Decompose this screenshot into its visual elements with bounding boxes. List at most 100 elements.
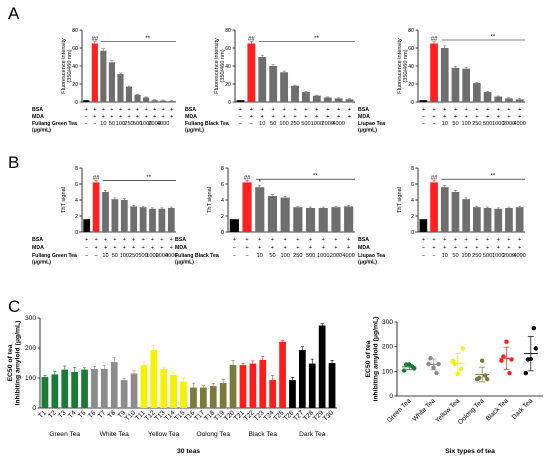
bar xyxy=(108,62,115,102)
condition-cell: − xyxy=(85,114,88,120)
condition-cell: + xyxy=(113,237,116,243)
condition-cell: 1000 xyxy=(146,253,158,259)
bar xyxy=(41,377,49,408)
condition-cell: + xyxy=(85,107,88,113)
bar xyxy=(255,187,265,232)
condition-cell: 10 xyxy=(257,253,263,259)
condition-label: Liupao Tea (μg/mL) xyxy=(358,121,385,134)
x-tick-label: Dark Tea xyxy=(511,397,535,421)
condition-cell: 100 xyxy=(461,253,470,259)
y-tick-label: 80 xyxy=(225,28,231,34)
y-axis-title: ThT signal xyxy=(61,187,67,213)
bar xyxy=(483,92,492,102)
y-axis-title: ThT signal xyxy=(397,187,403,213)
condition-cell: 4000 xyxy=(332,121,344,127)
y-tick-label: 0 xyxy=(228,100,231,106)
condition-cell: + xyxy=(337,114,340,120)
bar xyxy=(440,48,449,102)
condition-cell: + xyxy=(136,107,139,113)
x-tick-label: T2 xyxy=(47,409,58,420)
condition-cell: + xyxy=(272,114,275,120)
condition-cell: + xyxy=(497,245,500,251)
bar xyxy=(229,365,237,408)
condition-cell: + xyxy=(284,245,287,251)
condition-cell: + xyxy=(162,114,165,120)
condition-cell: + xyxy=(119,114,122,120)
bar xyxy=(160,100,167,102)
condition-cell: + xyxy=(141,237,144,243)
x-tick-label: Black Tea xyxy=(485,397,510,422)
bar xyxy=(125,86,133,102)
y-tick-label: 6 xyxy=(411,182,414,188)
y-tick-label: 80 xyxy=(408,28,414,34)
condition-cell: + xyxy=(132,237,135,243)
x-tick-label: T4 xyxy=(67,409,78,420)
condition-cell: + xyxy=(233,237,236,243)
y-tick-label: 80 xyxy=(72,28,78,34)
bar xyxy=(483,208,492,232)
condition-cell: + xyxy=(160,237,163,243)
condition-cell: + xyxy=(507,114,510,120)
data-point xyxy=(528,356,534,362)
condition-cell: + xyxy=(258,237,261,243)
bar xyxy=(291,85,299,102)
data-point xyxy=(531,325,537,331)
bar xyxy=(515,207,524,232)
y-axis-title: Fluorescence intensity(350/460 nm) xyxy=(214,38,226,94)
condition-cell: 10 xyxy=(442,253,448,259)
y-tick-label: 2 xyxy=(221,214,224,220)
bar xyxy=(139,207,147,232)
y-tick-label: 0 xyxy=(389,393,393,400)
bar xyxy=(170,375,178,408)
condition-cell: − xyxy=(85,245,88,251)
bar xyxy=(61,369,69,408)
condition-cell: 4000 xyxy=(165,253,177,259)
bar xyxy=(140,365,148,408)
condition-cell: + xyxy=(94,245,97,251)
condition-cell: + xyxy=(110,114,113,120)
condition-cell: 50 xyxy=(109,121,115,127)
condition-label: BSA xyxy=(32,107,43,113)
condition-cell: + xyxy=(127,114,130,120)
data-point xyxy=(509,357,514,362)
bar xyxy=(298,350,306,408)
bar xyxy=(134,94,141,102)
condition-cell: − xyxy=(233,245,236,251)
bar xyxy=(247,43,256,102)
condition-cell: 2000 xyxy=(156,253,168,259)
condition-cell: + xyxy=(347,245,350,251)
condition-cell: + xyxy=(104,245,107,251)
data-point xyxy=(426,361,431,367)
condition-cell: + xyxy=(443,245,446,251)
bar xyxy=(494,208,503,232)
condition-cell: 1000 xyxy=(311,121,323,127)
condition-cell: + xyxy=(518,245,521,251)
condition-cell: + xyxy=(284,237,287,243)
bar xyxy=(242,182,252,232)
condition-cell: + xyxy=(507,237,510,243)
data-point xyxy=(460,346,466,351)
bar xyxy=(494,96,503,102)
bar xyxy=(209,386,217,408)
condition-cell: 50 xyxy=(452,121,458,127)
condition-cell: − xyxy=(85,253,88,259)
bar xyxy=(229,219,239,232)
condition-cell: + xyxy=(334,237,337,243)
x-tick-label: T8 xyxy=(107,409,118,420)
bar xyxy=(451,192,460,232)
condition-cell: + xyxy=(422,237,425,243)
y-tick-label: 40 xyxy=(72,64,78,70)
condition-cell: 2000 xyxy=(322,121,334,127)
condition-cell: + xyxy=(94,237,97,243)
condition-cell: + xyxy=(315,107,318,113)
bar xyxy=(130,373,138,408)
condition-cell: + xyxy=(322,245,325,251)
y-tick-label: 6 xyxy=(75,182,78,188)
condition-cell: + xyxy=(102,114,105,120)
x-tick-label: T1 xyxy=(37,409,48,420)
bar xyxy=(440,187,449,232)
bar xyxy=(269,380,277,408)
bar xyxy=(259,360,267,408)
condition-cell: + xyxy=(326,107,329,113)
condition-cell: − xyxy=(422,114,425,120)
